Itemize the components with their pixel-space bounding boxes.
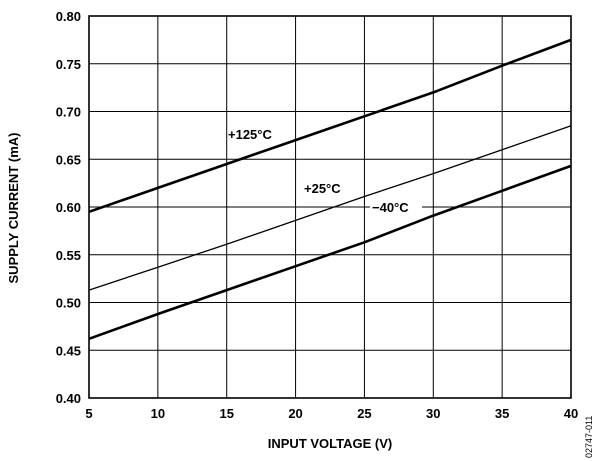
series-label-1: +125°C — [228, 127, 272, 142]
x-tick-label: 25 — [357, 406, 371, 421]
y-tick-label: 0.65 — [56, 152, 81, 167]
label-knockout — [370, 200, 422, 215]
y-tick-label: 0.50 — [56, 296, 81, 311]
x-tick-label: 35 — [495, 406, 509, 421]
figure-id: 02747-011 — [584, 416, 594, 458]
y-axis-title: SUPPLY CURRENT (mA) — [6, 133, 21, 284]
series-label-3: −40°C — [372, 200, 409, 215]
x-tick-label: 20 — [288, 406, 302, 421]
y-tick-label: 0.80 — [56, 9, 81, 24]
y-tick-label: 0.40 — [56, 391, 81, 406]
series-label-2: +25°C — [304, 181, 341, 196]
series-lines — [88, 38, 572, 341]
x-tick-labels: 5 10 15 20 25 30 35 40 — [85, 406, 578, 421]
series-line-2 — [88, 125, 572, 291]
y-tick-label: 0.70 — [56, 105, 81, 120]
x-tick-label: 10 — [151, 406, 165, 421]
y-tick-label: 0.60 — [56, 200, 81, 215]
series-labels: +125°C +25°C −40°C — [228, 127, 422, 215]
series-line-1 — [88, 38, 572, 214]
y-tick-label: 0.55 — [56, 248, 81, 263]
y-tick-label: 0.45 — [56, 343, 81, 358]
x-tick-label: 15 — [219, 406, 233, 421]
x-axis-title: INPUT VOLTAGE (V) — [268, 436, 392, 451]
series-line-3 — [88, 164, 572, 341]
x-tick-label: 30 — [426, 406, 440, 421]
grid-lines — [89, 16, 571, 398]
y-tick-labels: 0.40 0.45 0.50 0.55 0.60 0.65 0.70 0.75 0.80 — [56, 9, 81, 406]
x-tick-label: 5 — [85, 406, 92, 421]
x-tick-label: 40 — [564, 406, 578, 421]
y-tick-label: 0.75 — [56, 57, 81, 72]
plot-frame — [88, 15, 572, 399]
